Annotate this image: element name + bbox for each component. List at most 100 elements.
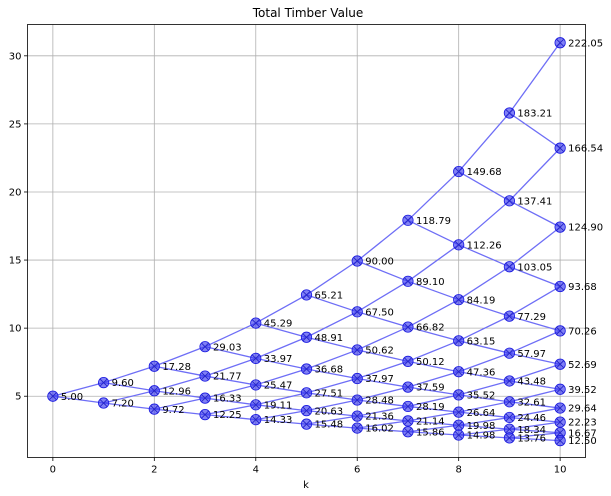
y-tick-label: 25: [9, 119, 22, 130]
tree-node: [250, 414, 262, 426]
node-value-label: 29.64: [568, 404, 597, 415]
tree-edge: [509, 380, 561, 390]
tree-edge: [458, 112, 510, 172]
node-marker-cross: [404, 323, 412, 331]
node-marker-cross: [454, 421, 463, 430]
tree-node: [148, 403, 160, 415]
y-tick-label: 15: [9, 256, 22, 267]
tree-edge: [458, 428, 510, 436]
tree-edge: [407, 420, 459, 426]
tree-edge: [306, 415, 358, 425]
plot-frame: [27, 24, 586, 458]
node-marker-cross: [556, 404, 565, 412]
tree-edge: [204, 413, 256, 421]
tree-node: [97, 377, 110, 389]
node-value-label: 35.52: [467, 390, 496, 401]
node-marker-cross: [201, 394, 209, 403]
tree-node: [351, 255, 363, 267]
tree-node: [250, 317, 262, 329]
tree-edge: [407, 219, 459, 246]
node-marker-cross: [150, 405, 159, 414]
tree-edge: [255, 418, 307, 425]
tree-node: [351, 422, 363, 434]
node-marker-cross: [150, 362, 159, 371]
tree-node: [453, 335, 465, 347]
node-value-label: 33.97: [264, 354, 293, 365]
node-marker-cross: [404, 416, 412, 425]
tree-edge: [306, 336, 358, 351]
tree-edge: [154, 408, 206, 416]
tree-edge: [509, 401, 561, 409]
node-marker-cross: [556, 436, 565, 445]
node-value-label: 9.72: [162, 405, 184, 416]
node-marker-cross: [302, 406, 311, 415]
tree-edge: [357, 415, 409, 422]
tree-edge: [407, 280, 459, 301]
tree-edge: [357, 377, 409, 388]
node-value-label: 112.26: [467, 240, 502, 251]
x-axis-label: k: [303, 480, 309, 491]
node-marker-cross: [302, 388, 311, 397]
node-value-label: 17.28: [162, 362, 191, 373]
tree-node: [199, 341, 211, 353]
tree-edge: [509, 407, 561, 419]
node-value-label: 12.25: [213, 410, 242, 421]
tree-node: [300, 387, 313, 399]
node-value-label: 48.91: [315, 333, 344, 344]
tree-node: [300, 289, 313, 301]
tree-edge: [357, 399, 409, 408]
node-marker-cross: [556, 282, 565, 291]
node-value-label: 28.48: [365, 396, 394, 407]
tree-edge: [255, 336, 307, 359]
node-marker-cross: [404, 216, 412, 225]
tree-edge: [306, 392, 358, 401]
tree-edge: [154, 397, 206, 410]
tree-node: [148, 360, 160, 372]
tree-edge: [458, 434, 510, 439]
tree-edge: [357, 349, 409, 363]
tree-node: [250, 379, 262, 391]
tree-node: [453, 429, 465, 441]
tree-edge: [103, 365, 155, 384]
node-value-label: 26.64: [467, 408, 496, 419]
tree-edge: [204, 357, 256, 377]
tree-edge: [407, 299, 459, 328]
node-value-label: 18.34: [517, 425, 546, 436]
tree-node: [554, 358, 566, 370]
tree-edge: [306, 349, 358, 370]
node-marker-cross: [353, 424, 362, 433]
node-marker-cross: [505, 397, 514, 406]
tree-node: [453, 366, 465, 378]
tree-node: [402, 275, 414, 287]
tree-edge: [407, 411, 459, 422]
node-marker-cross: [505, 196, 514, 205]
tree-edge: [356, 260, 409, 282]
tree-node: [453, 294, 465, 306]
node-value-label: 16.02: [365, 424, 394, 435]
tree-edges: [52, 42, 561, 442]
tree-edge: [458, 200, 510, 246]
tree-edge: [509, 226, 561, 268]
tree-edge: [458, 340, 510, 354]
node-value-label: 19.98: [467, 421, 496, 432]
node-value-label: 22.23: [568, 418, 597, 429]
tree-edge: [458, 371, 510, 382]
node-value-label: 32.61: [517, 397, 546, 408]
tree-node: [250, 352, 262, 364]
node-marker-cross: [454, 390, 463, 399]
node-marker-cross: [48, 392, 57, 401]
tree-edge: [306, 410, 358, 417]
node-marker-cross: [251, 354, 260, 363]
node-value-label: 15.48: [315, 420, 344, 431]
tree-edge: [509, 112, 561, 149]
node-marker-cross: [99, 399, 108, 407]
tree-edge: [509, 315, 561, 332]
tree-edge: [255, 392, 307, 406]
node-marker-cross: [99, 378, 108, 387]
node-value-label: 66.82: [416, 323, 445, 334]
tree-edge: [357, 360, 409, 380]
node-marker-cross: [404, 402, 412, 411]
node-value-label: 93.68: [568, 282, 597, 293]
x-tick-label: 6: [354, 465, 360, 476]
